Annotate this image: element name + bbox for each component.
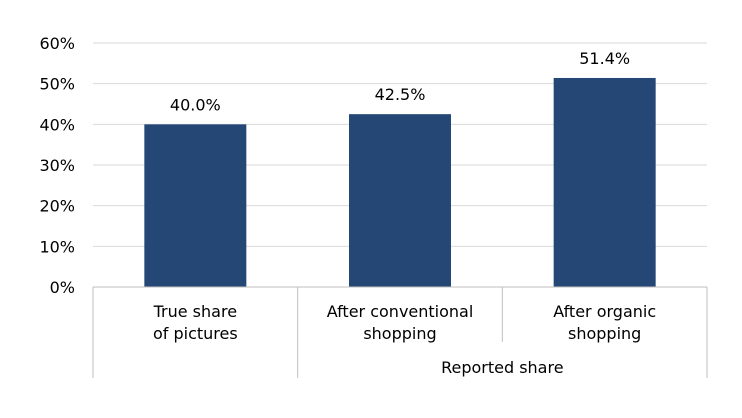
y-axis-tick-labels: 0% 10% 20% 30% 40% 50% 60% — [39, 34, 75, 297]
bar-0 — [144, 124, 247, 287]
bar-1 — [349, 114, 451, 288]
data-labels: 40.0% 42.5% 51.4% — [170, 49, 630, 114]
bar-2 — [553, 77, 656, 288]
category-label-0-line-0: True share — [153, 302, 237, 321]
group-label-reported-share: Reported share — [441, 358, 563, 377]
y-tick-label-20: 20% — [39, 197, 75, 216]
category-label-1-line-0: After conventional — [327, 302, 474, 321]
y-tick-label-40: 40% — [39, 115, 75, 134]
y-tick-label-0: 0% — [50, 278, 75, 297]
y-tick-label-60: 60% — [39, 34, 75, 53]
category-label-2-line-1: shopping — [568, 324, 641, 343]
y-tick-label-10: 10% — [39, 237, 75, 256]
x-axis — [92, 286, 708, 378]
category-label-2-line-0: After organic — [553, 302, 656, 321]
data-label-2: 51.4% — [579, 49, 630, 68]
category-labels: True share of pictures After conventional s… — [153, 302, 657, 343]
bars — [144, 77, 656, 288]
data-label-1: 42.5% — [375, 85, 426, 104]
y-tick-label-30: 30% — [39, 156, 75, 175]
data-label-0: 40.0% — [170, 95, 221, 114]
y-tick-label-50: 50% — [39, 75, 75, 94]
category-label-1-line-1: shopping — [363, 324, 436, 343]
category-label-0-line-1: of pictures — [153, 324, 238, 343]
